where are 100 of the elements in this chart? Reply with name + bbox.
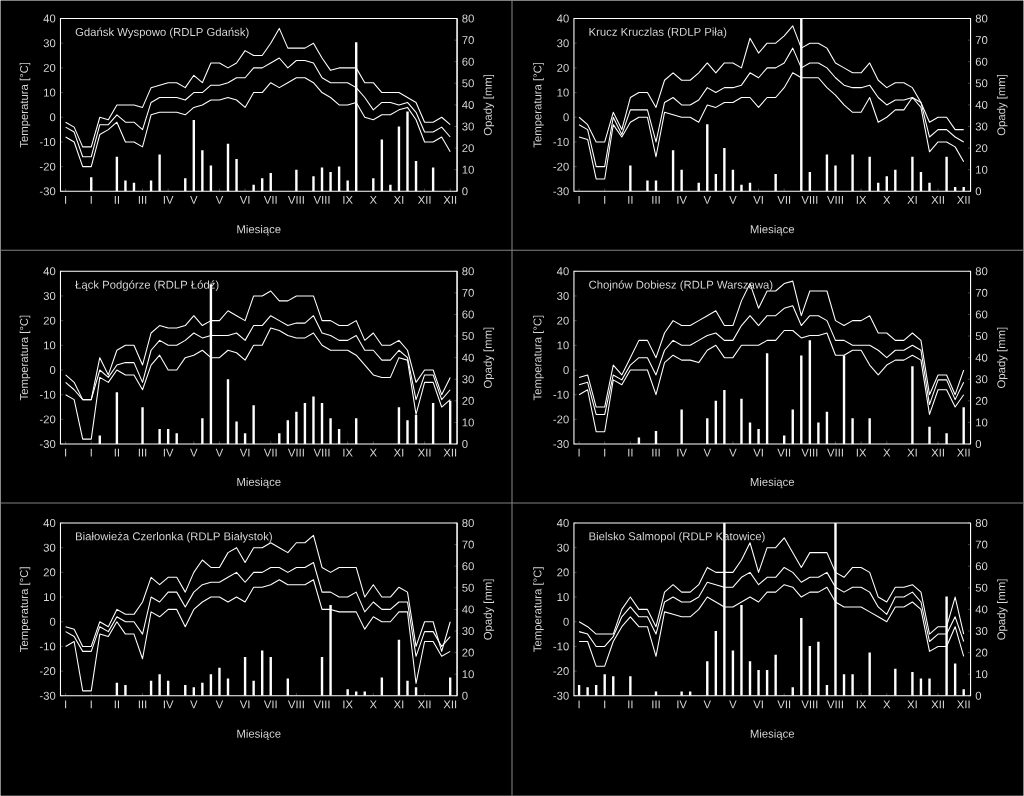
x-tick-label: VIII <box>801 195 818 204</box>
y-axis-title: Temperatura [°C] <box>533 567 544 652</box>
y2-tick-label: 40 <box>462 100 474 109</box>
y-tick-label: -20 <box>39 162 56 171</box>
y2-tick-label: 60 <box>462 562 474 571</box>
x-tick-label: II <box>628 700 633 709</box>
y2-tick-label: 60 <box>462 310 474 319</box>
x-tick-label: VIII <box>287 195 304 204</box>
y-tick-label: 40 <box>556 267 569 276</box>
y-tick-label: -30 <box>553 187 569 196</box>
y2-axis-title: Opady [mm] <box>996 327 1008 388</box>
y-tick-label: -20 <box>553 667 569 676</box>
y-tick-label: 0 <box>563 365 569 374</box>
x-tick-label: I <box>65 195 67 204</box>
y-tick-label: -10 <box>553 390 569 399</box>
x-tick-label: III <box>652 700 660 709</box>
x-tick-label: XII <box>931 195 944 204</box>
y2-tick-label: 50 <box>462 79 474 88</box>
text: Krucz Kruczlas (RDLP Piła) <box>589 27 727 38</box>
x-tick-label: I <box>65 700 67 709</box>
y2-tick-label: 10 <box>976 418 988 427</box>
x-tick-label: VIII <box>801 700 818 709</box>
x-tick-label: V <box>729 448 737 457</box>
y2-tick-label: 30 <box>462 626 474 635</box>
x-tick-label: VII <box>777 195 791 204</box>
x-tick-label: V <box>215 195 224 204</box>
y2-tick-label: 10 <box>976 670 988 679</box>
x-tick-label: XII <box>957 700 970 709</box>
y2-tick-label: 70 <box>462 36 474 45</box>
x-tick-label: III <box>138 700 147 709</box>
x-tick-label: VII <box>777 448 791 457</box>
x-tick-label: V <box>703 448 711 457</box>
x-tick-label: VIII <box>287 448 304 457</box>
y-tick-label: 0 <box>49 113 56 122</box>
y-tick-label: 20 <box>43 63 56 72</box>
x-tick-label: VIII <box>287 700 304 709</box>
x-tick-label: II <box>114 700 119 709</box>
y-tick-label: 20 <box>557 316 569 325</box>
y2-tick-label: 70 <box>462 540 474 549</box>
x-tick-label: X <box>369 700 377 709</box>
y2-tick-label: 40 <box>462 353 474 362</box>
x-tick-label: II <box>114 448 119 457</box>
y-axis-title: Temperatura [°C] <box>533 62 544 148</box>
x-tick-label: VI <box>753 448 763 457</box>
y2-tick-label: 20 <box>462 648 474 657</box>
text: Łąck Podgórze (RDLP Łódź) <box>75 280 219 291</box>
y2-tick-label: 30 <box>462 375 474 384</box>
x-tick-label: VIII <box>313 700 330 709</box>
y-tick-label: -30 <box>553 439 569 448</box>
y-axis-title: Temperatura [°C] <box>533 315 544 401</box>
y-tick-label: 0 <box>49 365 56 374</box>
x-tick-label: XI <box>907 195 917 204</box>
x-tick-label: IX <box>856 700 867 709</box>
x-tick-label: IV <box>677 195 687 204</box>
x-tick-label: V <box>729 195 737 204</box>
x-tick-label: III <box>652 195 660 204</box>
y2-tick-label: 20 <box>975 144 988 153</box>
y2-tick-label: 70 <box>975 36 988 45</box>
y-tick-label: 40 <box>556 518 569 527</box>
y-axis-title: Temperatura [°C] <box>19 567 31 652</box>
y-axis-title: Temperatura [°C] <box>19 62 31 148</box>
x-tick-label: VII <box>263 700 277 709</box>
y2-tick-label: 20 <box>975 648 988 657</box>
x-tick-label: VIII <box>827 448 843 457</box>
x-tick-label: IV <box>163 195 174 204</box>
y2-tick-label: 80 <box>462 267 474 276</box>
y2-tick-label: 30 <box>975 122 988 131</box>
x-tick-label: IX <box>856 448 867 457</box>
x-tick-label: XI <box>393 700 404 709</box>
x-tick-label: X <box>883 700 891 709</box>
x-tick-label: X <box>369 195 377 204</box>
y-tick-label: 10 <box>557 592 569 601</box>
y-tick-label: -30 <box>39 187 56 196</box>
x-axis-title: Miesiące <box>237 729 281 740</box>
y2-tick-label: 80 <box>975 518 988 527</box>
x-tick-label: V <box>703 195 711 204</box>
x-axis-title: Miesiące <box>237 224 281 236</box>
x-tick-label: IX <box>343 700 353 709</box>
y-tick-label: 40 <box>43 518 56 527</box>
y2-tick-label: 40 <box>462 605 474 614</box>
y-tick-label: 10 <box>557 341 569 350</box>
y-axis-title: Temperatura [°C] <box>19 315 31 401</box>
x-tick-label: VIII <box>313 195 330 204</box>
x-tick-label: III <box>652 448 660 457</box>
x-tick-label: VIII <box>827 195 843 204</box>
y2-tick-label: 0 <box>975 439 982 448</box>
y2-axis-title: Opady [mm] <box>483 579 495 640</box>
x-tick-label: IX <box>343 448 353 457</box>
x-tick-label: VII <box>263 448 277 457</box>
y-tick-label: 10 <box>44 592 56 601</box>
x-tick-label: IX <box>343 195 353 204</box>
x-tick-label: IV <box>677 700 687 709</box>
y-tick-label: -10 <box>39 137 56 146</box>
y-tick-label: 40 <box>43 267 56 276</box>
y-tick-label: -10 <box>39 642 56 651</box>
x-tick-label: III <box>138 195 147 204</box>
y-tick-label: -20 <box>39 415 56 424</box>
x-tick-label: XII <box>417 195 431 204</box>
y-tick-label: 20 <box>557 568 569 577</box>
y2-tick-label: 50 <box>462 583 474 592</box>
